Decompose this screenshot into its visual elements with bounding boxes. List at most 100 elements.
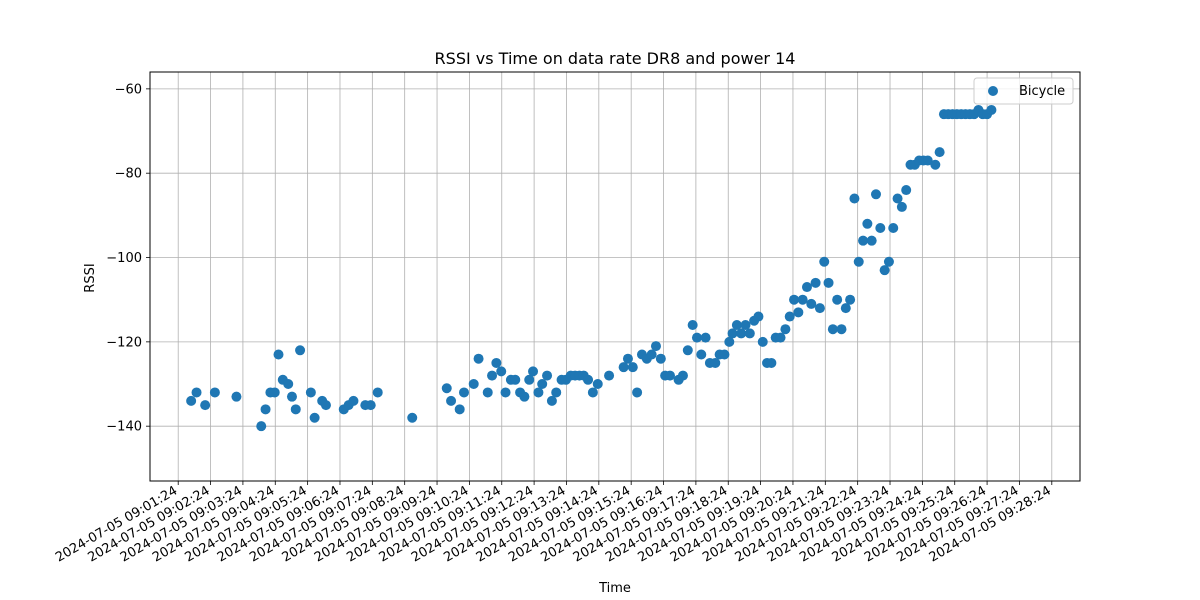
- legend-marker: [988, 86, 998, 96]
- data-point: [827, 324, 838, 335]
- data-point: [710, 357, 721, 368]
- y-tick-label: −120: [106, 335, 142, 350]
- data-point: [753, 311, 764, 322]
- data-point: [510, 374, 521, 385]
- data-point: [875, 223, 886, 234]
- data-point: [801, 282, 812, 293]
- data-point: [441, 383, 452, 394]
- data-point: [209, 387, 220, 398]
- data-point: [286, 391, 297, 402]
- data-point: [295, 345, 306, 356]
- legend: Bicycle: [973, 77, 1074, 105]
- data-point: [691, 332, 702, 343]
- data-point: [806, 298, 817, 309]
- data-point: [454, 404, 465, 415]
- data-point: [724, 336, 735, 347]
- data-point: [870, 189, 881, 200]
- chart-title: RSSI vs Time on data rate DR8 and power …: [435, 49, 796, 68]
- data-point: [866, 235, 877, 246]
- data-point: [290, 404, 301, 415]
- data-point: [305, 387, 316, 398]
- data-point: [696, 349, 707, 360]
- data-point: [883, 256, 894, 267]
- plot-frame: [149, 71, 1081, 482]
- data-point: [819, 256, 830, 267]
- data-point: [468, 379, 479, 390]
- data-point: [186, 395, 197, 406]
- data-point: [231, 391, 242, 402]
- data-point: [283, 379, 294, 390]
- data-point: [775, 332, 786, 343]
- data-points: [186, 104, 997, 432]
- legend-box: [973, 77, 1074, 105]
- data-point: [542, 370, 553, 381]
- y-tick-label: −80: [115, 167, 142, 182]
- data-point: [892, 193, 903, 204]
- data-point: [500, 387, 511, 398]
- data-point: [622, 353, 633, 364]
- data-point: [700, 332, 711, 343]
- data-point: [627, 362, 638, 373]
- data-point: [719, 349, 730, 360]
- data-point: [797, 294, 808, 305]
- data-point: [879, 265, 890, 276]
- data-point: [646, 349, 657, 360]
- data-point: [592, 379, 603, 390]
- data-point: [604, 370, 615, 381]
- grid: [150, 72, 1080, 481]
- data-point: [845, 294, 856, 305]
- data-point: [823, 277, 834, 288]
- data-point: [583, 374, 594, 385]
- data-point: [650, 341, 661, 352]
- data-point: [766, 357, 777, 368]
- data-point: [655, 353, 666, 364]
- data-point: [491, 357, 502, 368]
- data-point: [587, 387, 598, 398]
- data-point: [473, 353, 484, 364]
- y-tick-label: −140: [106, 420, 142, 435]
- data-point: [551, 387, 562, 398]
- data-point: [862, 218, 873, 229]
- data-point: [348, 395, 359, 406]
- x-axis-label: Time: [598, 581, 631, 596]
- data-point: [888, 223, 899, 234]
- data-point: [407, 412, 418, 423]
- data-point: [365, 400, 376, 411]
- data-point: [784, 311, 795, 322]
- data-point: [832, 294, 843, 305]
- y-tick-label: −60: [115, 82, 142, 97]
- data-point: [810, 277, 821, 288]
- data-point: [533, 387, 544, 398]
- data-point: [922, 155, 933, 166]
- data-point: [780, 324, 791, 335]
- data-point: [986, 104, 997, 115]
- data-point: [814, 303, 825, 314]
- y-axis-label: RSSI: [83, 263, 98, 292]
- data-point: [269, 387, 280, 398]
- data-point: [260, 404, 271, 415]
- data-point: [744, 328, 755, 339]
- data-point: [930, 159, 941, 170]
- data-point: [273, 349, 284, 360]
- data-point: [537, 379, 548, 390]
- data-point: [446, 395, 457, 406]
- data-point: [482, 387, 493, 398]
- data-point: [934, 147, 945, 158]
- data-point: [789, 294, 800, 305]
- data-point: [632, 387, 643, 398]
- data-point: [372, 387, 383, 398]
- data-point: [687, 319, 698, 330]
- data-point: [731, 319, 742, 330]
- y-axis: −60 −80 −100 −120 −140: [106, 82, 150, 435]
- data-point: [665, 370, 676, 381]
- data-point: [309, 412, 320, 423]
- data-point: [849, 193, 860, 204]
- data-point: [528, 366, 539, 377]
- data-point: [836, 324, 847, 335]
- data-point: [677, 370, 688, 381]
- data-point: [546, 395, 557, 406]
- data-point: [200, 400, 211, 411]
- data-point: [727, 328, 738, 339]
